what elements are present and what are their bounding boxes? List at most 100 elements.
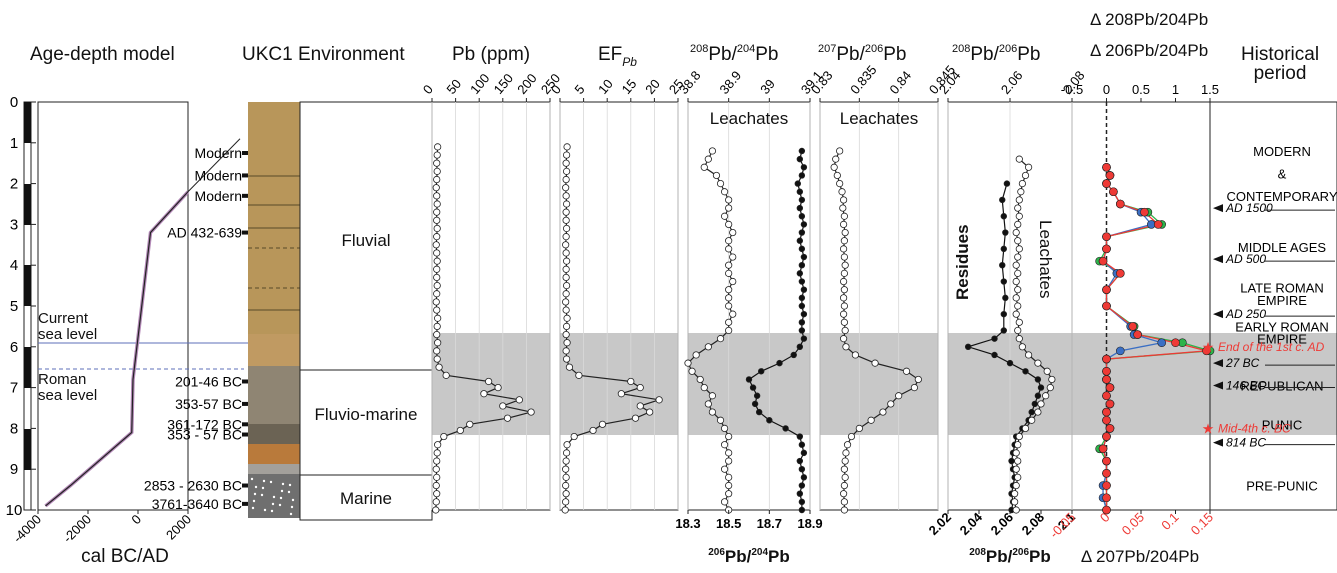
r86-leachates-point <box>1012 261 1020 269</box>
r86-leachates-point <box>1012 465 1020 473</box>
r76-point <box>839 294 848 302</box>
pb-point <box>440 432 448 441</box>
env-box-fluvial <box>299 101 433 371</box>
sand-dot <box>289 512 293 516</box>
dating-label: 3761-3640 BC <box>152 496 242 512</box>
r86-residues-point <box>1034 392 1042 399</box>
r84-point <box>725 318 733 326</box>
period-label: REPUBLICAN <box>1240 379 1323 394</box>
title-ef-main: EF <box>598 44 622 65</box>
r76-point <box>914 375 922 384</box>
r86-leachates-point <box>1034 359 1042 367</box>
top-tick-label: 39 <box>757 76 778 97</box>
r64-point <box>796 457 804 465</box>
r86-residues-point <box>1000 245 1007 253</box>
top-tick-label: 0.5 <box>1132 82 1150 97</box>
r86-leachates-point <box>1015 212 1023 220</box>
r76-point <box>842 449 850 457</box>
roman-sea-level-label-2: sea level <box>38 387 97 404</box>
pb-line <box>435 146 532 511</box>
pb-point <box>433 192 441 200</box>
r64-point <box>798 245 806 253</box>
r86-leachates-point <box>1017 188 1025 196</box>
period-marker-label: End of the 1st c. AD <box>1218 340 1325 354</box>
delta-point <box>1102 162 1111 172</box>
r64-point <box>798 327 806 334</box>
ef-point <box>562 306 570 314</box>
r76-point <box>836 180 844 188</box>
pb-point <box>432 506 440 514</box>
period-label: MODERN <box>1253 144 1311 159</box>
delta-point <box>1098 256 1108 266</box>
dating-tick <box>242 151 252 155</box>
r84-point <box>720 212 729 220</box>
sand-dot <box>271 502 275 506</box>
r64-point <box>755 408 763 416</box>
pb-point <box>433 330 441 339</box>
r84-point <box>716 180 725 188</box>
star-icon: ★ <box>1202 420 1215 436</box>
bottom-tick-label: -0.05 <box>1047 510 1079 542</box>
depth-tick-label: 3 <box>10 216 18 233</box>
marker-arrow <box>1213 438 1223 447</box>
sand-dot <box>251 506 255 510</box>
pb-point <box>433 281 441 290</box>
pb-point <box>432 481 440 490</box>
sand-dot <box>262 479 266 483</box>
r86-residues-point <box>964 343 972 350</box>
r64-point <box>800 286 808 293</box>
delta-point <box>1102 366 1111 376</box>
r76-point <box>842 343 850 351</box>
dating-label: 2853 - 2630 BC <box>144 478 242 494</box>
r64-point <box>798 506 806 514</box>
r64-point <box>798 482 806 489</box>
delta-point <box>1102 407 1111 417</box>
top-tick-label: 1 <box>1172 82 1179 97</box>
delta-point <box>1153 220 1163 229</box>
pb-point <box>432 184 440 192</box>
delta-point <box>1102 481 1111 490</box>
env-marine: Marine <box>340 489 392 508</box>
pb-point <box>434 339 442 347</box>
depth-tick-label: 1 <box>10 135 18 152</box>
ef-point <box>563 200 571 208</box>
r64-point <box>798 147 806 155</box>
delta-point <box>1171 338 1180 348</box>
r84-point <box>729 277 737 286</box>
r84-point <box>704 155 712 163</box>
dating-tick <box>242 193 252 198</box>
sand-dot <box>254 485 258 489</box>
period-label: PUNIC <box>1262 417 1302 432</box>
depth-tick-label: 5 <box>10 298 18 315</box>
r64-point <box>758 368 765 375</box>
marker-arrow <box>1213 255 1223 264</box>
r84-point <box>704 400 712 408</box>
r86-leachates-point <box>1018 343 1027 351</box>
ef-point <box>562 192 570 200</box>
top-tick-label: 50 <box>443 76 464 97</box>
ef-point <box>562 175 570 184</box>
age-depth-line <box>44 138 241 508</box>
delta-point <box>1102 375 1111 384</box>
leachates-label-208-206: Leachates <box>1036 220 1055 298</box>
r84-point <box>700 163 708 171</box>
r86-residues-point <box>1002 229 1009 236</box>
r64-point <box>798 498 806 506</box>
title-208-204: 208Pb/204Pb <box>690 43 779 65</box>
r76-point <box>871 359 879 367</box>
ef-point <box>563 441 571 449</box>
r64-point <box>798 262 806 269</box>
r86-residues-point <box>1037 384 1045 391</box>
r84-point <box>725 490 733 498</box>
r76-point <box>841 261 849 269</box>
r76-point <box>851 351 860 359</box>
dating-label: 361-172 BC <box>167 416 242 432</box>
r76-point <box>833 171 841 180</box>
r76-point <box>867 416 875 424</box>
pb-point <box>433 249 441 257</box>
period-label: EMPIRE <box>1257 293 1307 308</box>
pb-point <box>433 473 441 481</box>
current-sea-level-label-1: Current <box>38 310 89 327</box>
sand-dot <box>269 480 273 484</box>
